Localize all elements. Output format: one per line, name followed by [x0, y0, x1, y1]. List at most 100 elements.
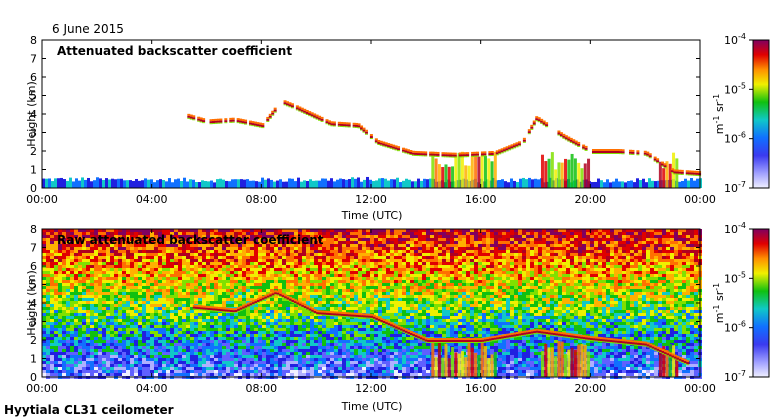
noise-cell	[214, 283, 218, 286]
noise-cell	[154, 268, 158, 271]
noise-cell	[358, 334, 362, 337]
noise-cell	[86, 265, 90, 268]
noise-cell	[194, 250, 198, 253]
noise-cell	[42, 322, 46, 325]
noise-cell	[222, 373, 226, 376]
noise-cell	[342, 262, 346, 265]
noise-cell	[338, 304, 342, 307]
noise-cell	[174, 253, 178, 256]
noise-cell	[158, 277, 162, 280]
noise-cell	[278, 334, 282, 337]
precipitation-column	[554, 169, 558, 188]
boundary-layer-column	[174, 179, 177, 188]
noise-cell	[334, 364, 338, 367]
noise-cell	[74, 352, 78, 355]
noise-cell	[142, 331, 146, 334]
noise-cell	[282, 241, 286, 244]
noise-cell	[358, 277, 362, 280]
noise-cell	[238, 304, 242, 307]
noise-cell	[346, 265, 350, 268]
noise-cell	[358, 292, 362, 295]
noise-cell	[302, 241, 306, 244]
noise-cell	[126, 229, 130, 232]
noise-cell	[370, 238, 374, 241]
noise-cell	[182, 244, 186, 247]
noise-cell	[170, 310, 174, 313]
noise-cell	[142, 334, 146, 337]
noise-cell	[158, 355, 162, 358]
noise-cell	[54, 244, 58, 247]
noise-cell	[274, 340, 278, 343]
noise-cell	[362, 355, 366, 358]
noise-cell	[170, 268, 174, 271]
cloud-pixel	[216, 118, 220, 121]
noise-cell	[210, 370, 214, 373]
noise-cell	[338, 316, 342, 319]
noise-cell	[158, 307, 162, 310]
cloud-pixel	[488, 153, 492, 156]
noise-cell	[130, 331, 134, 334]
noise-cell	[122, 298, 126, 301]
noise-cell	[182, 358, 186, 361]
noise-cell	[154, 235, 158, 238]
noise-cell	[218, 304, 222, 307]
noise-cell	[186, 334, 190, 337]
boundary-layer-column	[150, 179, 153, 188]
noise-cell	[242, 358, 246, 361]
noise-cell	[70, 316, 74, 319]
noise-cell	[226, 319, 230, 322]
noise-cell	[70, 259, 74, 262]
cloud-pixel	[295, 107, 299, 110]
noise-cell	[290, 370, 294, 373]
noise-cell	[114, 259, 118, 262]
noise-cell	[258, 247, 262, 250]
noise-cell	[354, 346, 358, 349]
noise-cell	[74, 298, 78, 301]
noise-cell	[346, 355, 350, 358]
noise-cell	[234, 367, 238, 370]
noise-cell	[178, 259, 182, 262]
noise-cell	[78, 295, 82, 298]
noise-cell	[66, 370, 70, 373]
noise-cell	[274, 352, 278, 355]
noise-cell	[246, 310, 250, 313]
noise-cell	[370, 268, 374, 271]
noise-cell	[290, 262, 294, 265]
noise-cell	[202, 334, 206, 337]
noise-cell	[154, 307, 158, 310]
noise-cell	[90, 370, 94, 373]
noise-cell	[354, 373, 358, 376]
noise-cell	[370, 301, 374, 304]
cloud-pixel	[670, 170, 674, 173]
noise-cell	[54, 283, 58, 286]
noise-cell	[374, 277, 378, 280]
cloud-pixel	[404, 152, 408, 154]
noise-cell	[274, 313, 278, 316]
noise-cell	[78, 229, 82, 232]
noise-cell	[42, 367, 46, 370]
noise-cell	[314, 340, 318, 343]
noise-cell	[206, 247, 210, 250]
noise-cell	[238, 274, 242, 277]
noise-cell	[250, 244, 254, 247]
noise-cell	[94, 346, 98, 349]
boundary-layer-column	[51, 181, 54, 188]
noise-cell	[186, 328, 190, 331]
noise-cell	[122, 301, 126, 304]
boundary-layer-column	[93, 180, 96, 188]
noise-cell	[310, 334, 314, 337]
noise-cell	[294, 295, 298, 298]
noise-cell	[210, 313, 214, 316]
boundary-layer-column	[303, 180, 306, 188]
noise-cell	[62, 277, 66, 280]
noise-cell	[142, 238, 146, 241]
noise-cell	[138, 343, 142, 346]
cloud-pixel	[572, 143, 576, 145]
noise-cell	[250, 274, 254, 277]
cloud-pixel	[224, 122, 228, 124]
noise-cell	[46, 232, 50, 235]
boundary-layer-column	[639, 180, 642, 188]
noise-cell	[366, 283, 370, 286]
noise-cell	[178, 274, 182, 277]
panel-1-colorbar-ticks: 10-410-510-610-7	[724, 32, 753, 195]
